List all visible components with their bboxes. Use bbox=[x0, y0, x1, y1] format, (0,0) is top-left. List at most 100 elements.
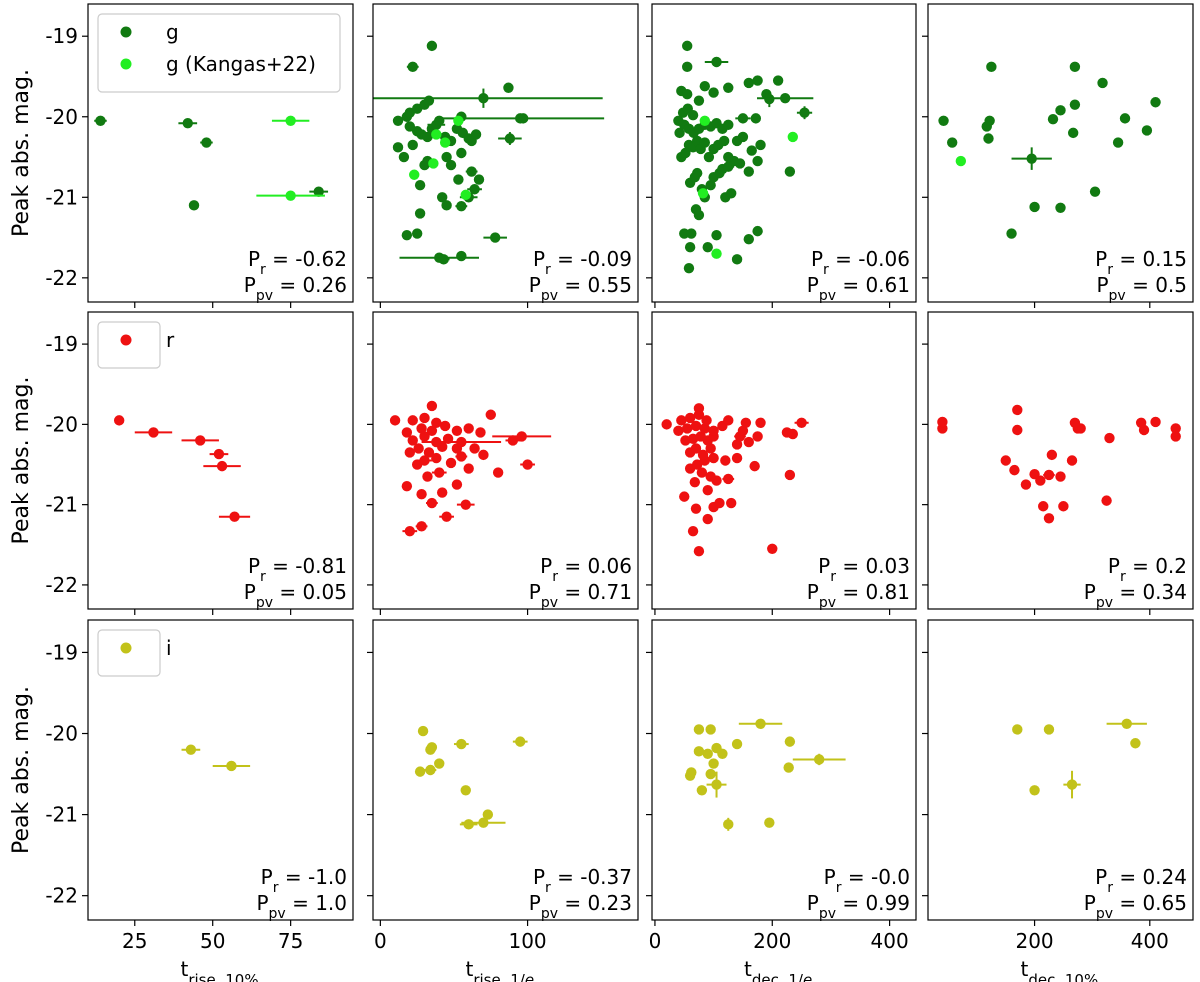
p-value-subscript: pv bbox=[1109, 288, 1126, 304]
p-value-symbol: P bbox=[244, 273, 256, 297]
p-value-symbol: P bbox=[1096, 273, 1108, 297]
data-point bbox=[434, 467, 445, 478]
data-point bbox=[516, 431, 527, 442]
p-value-value: = 0.81 bbox=[836, 580, 910, 604]
data-point bbox=[1089, 186, 1101, 197]
data-point bbox=[1067, 127, 1079, 139]
data-point bbox=[764, 817, 775, 828]
panel-frame bbox=[87, 311, 354, 610]
data-point bbox=[743, 436, 754, 448]
p-value-value: = 0.61 bbox=[836, 273, 910, 297]
x-tick-label: 75 bbox=[278, 929, 303, 953]
data-point bbox=[796, 417, 807, 428]
data-point bbox=[767, 543, 778, 554]
data-point bbox=[814, 754, 825, 765]
data-point bbox=[1066, 455, 1078, 466]
data-point bbox=[419, 455, 430, 466]
panel-data bbox=[113, 415, 251, 522]
data-point bbox=[213, 448, 225, 460]
data-point bbox=[445, 159, 457, 171]
p-value-annotation: Ppv = 0.23 bbox=[529, 891, 632, 922]
data-point bbox=[703, 151, 715, 163]
data-point bbox=[783, 762, 794, 773]
pearson-r-symbol: P bbox=[811, 247, 823, 271]
data-point bbox=[1141, 125, 1153, 136]
data-point bbox=[784, 166, 796, 177]
x-axis-label: trise, 1/e bbox=[466, 957, 535, 982]
data-point bbox=[1130, 738, 1141, 749]
data-point bbox=[522, 459, 533, 470]
x-tick-label: 50 bbox=[200, 929, 225, 953]
data-point bbox=[708, 452, 719, 464]
data-point bbox=[699, 423, 710, 434]
data-point bbox=[752, 431, 763, 442]
data-point bbox=[1058, 501, 1069, 512]
data-point bbox=[1112, 137, 1124, 148]
panel-frame bbox=[372, 3, 639, 303]
panel-frame bbox=[651, 619, 917, 921]
data-point bbox=[113, 415, 125, 426]
data-point bbox=[711, 229, 722, 241]
data-point bbox=[1101, 495, 1112, 506]
data-point bbox=[426, 425, 438, 436]
x-axis-label-main: t bbox=[744, 957, 752, 981]
x-tick-label: 200 bbox=[753, 929, 791, 953]
p-value-annotation: Ppv = 0.34 bbox=[1084, 580, 1187, 611]
data-point bbox=[689, 476, 701, 488]
data-point bbox=[684, 242, 696, 253]
data-point bbox=[460, 499, 471, 510]
p-value-symbol: P bbox=[1084, 891, 1096, 915]
data-point bbox=[414, 766, 426, 777]
pearson-r-value: = 0.24 bbox=[1113, 865, 1187, 889]
y-tick-label: -22 bbox=[45, 573, 78, 597]
data-point bbox=[188, 200, 200, 211]
data-point bbox=[690, 420, 702, 432]
data-point bbox=[682, 423, 693, 434]
x-axis-label: tdec, 10% bbox=[1021, 957, 1099, 982]
p-value-symbol: P bbox=[529, 273, 541, 297]
p-value-symbol: P bbox=[807, 580, 819, 604]
data-point bbox=[673, 425, 684, 436]
data-point bbox=[404, 525, 416, 537]
data-point bbox=[746, 145, 757, 156]
p-value-value: = 1.0 bbox=[286, 891, 347, 915]
data-point bbox=[696, 467, 708, 478]
data-point bbox=[737, 425, 749, 436]
pearson-r-annotation: Pr = 0.2 bbox=[1108, 554, 1187, 585]
p-value-value: = 0.71 bbox=[558, 580, 632, 604]
data-point bbox=[507, 435, 519, 446]
panel-data bbox=[1012, 718, 1147, 799]
y-tick-label: -21 bbox=[45, 493, 78, 517]
panel-frame bbox=[372, 311, 639, 610]
panel-frame bbox=[87, 619, 354, 921]
x-axis-label-main: t bbox=[1021, 957, 1029, 981]
data-point bbox=[1012, 724, 1023, 735]
data-point bbox=[392, 115, 404, 126]
x-axis-label-subscript-italic: e bbox=[803, 971, 812, 982]
data-point bbox=[737, 131, 749, 143]
data-point bbox=[389, 415, 401, 426]
data-point bbox=[734, 158, 746, 169]
y-axis-label: Peak abs. mag. bbox=[9, 377, 34, 545]
legend-label: i bbox=[166, 636, 172, 660]
data-point bbox=[1038, 501, 1049, 512]
pearson-r-value: = 0.2 bbox=[1126, 554, 1187, 578]
pearson-r-symbol: P bbox=[1095, 865, 1107, 889]
pearson-r-subscript: r bbox=[545, 262, 551, 278]
data-point bbox=[1043, 724, 1055, 735]
data-point bbox=[1055, 105, 1066, 116]
pearson-r-subscript: r bbox=[260, 569, 266, 585]
data-point bbox=[313, 186, 324, 197]
data-point bbox=[426, 400, 438, 412]
data-point bbox=[717, 748, 728, 759]
data-point bbox=[182, 118, 193, 129]
data-point bbox=[723, 819, 734, 830]
data-point bbox=[1000, 455, 1011, 466]
pearson-r-value: = 0.03 bbox=[836, 554, 910, 578]
data-point bbox=[711, 56, 722, 68]
data-point bbox=[451, 425, 463, 436]
x-axis-label: tdec, 1/e bbox=[744, 957, 812, 982]
